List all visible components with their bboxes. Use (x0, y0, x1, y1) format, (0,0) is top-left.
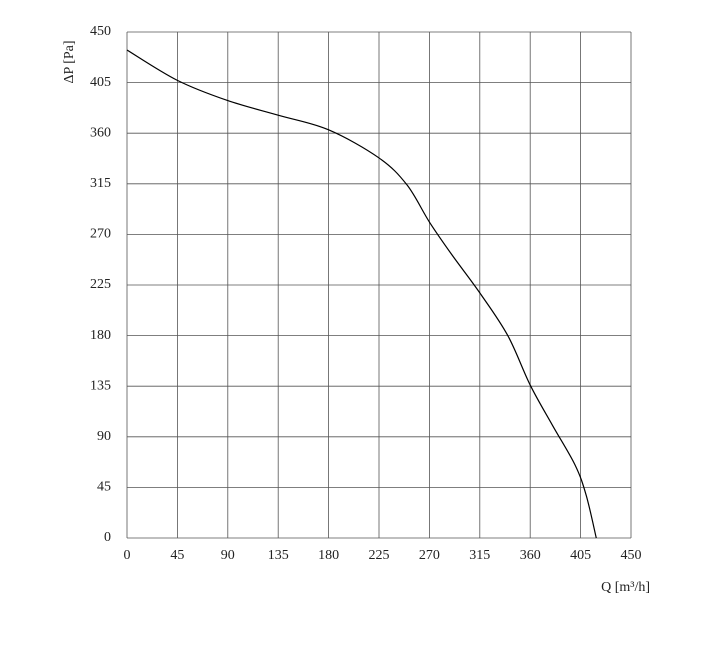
y-tick-label: 90 (97, 429, 111, 444)
x-tick-label: 180 (318, 548, 339, 563)
y-tick-label: 135 (90, 378, 111, 393)
x-tick-label: 270 (419, 548, 440, 563)
y-tick-label: 0 (104, 530, 111, 545)
y-tick-label: 450 (90, 24, 111, 39)
x-tick-label: 450 (621, 548, 642, 563)
y-tick-label: 180 (90, 328, 111, 343)
x-tick-label: 315 (469, 548, 490, 563)
x-tick-label: 45 (170, 548, 184, 563)
x-tick-label: 0 (124, 548, 131, 563)
y-tick-label: 360 (90, 125, 111, 140)
y-axis-label: ΔP [Pa] (62, 40, 77, 83)
curve (126, 49, 597, 539)
x-tick-label: 360 (520, 548, 541, 563)
x-tick-label: 405 (570, 548, 591, 563)
y-tick-label: 45 (97, 480, 111, 495)
x-tick-label: 225 (369, 548, 390, 563)
y-tick-label: 270 (90, 227, 111, 242)
x-tick-label: 90 (221, 548, 235, 563)
x-tick-label: 135 (268, 548, 289, 563)
y-tick-label: 315 (90, 176, 111, 191)
y-tick-label: 225 (90, 277, 111, 292)
y-tick-label: 405 (90, 75, 111, 90)
x-axis-label: Q [m³/h] (601, 580, 650, 595)
